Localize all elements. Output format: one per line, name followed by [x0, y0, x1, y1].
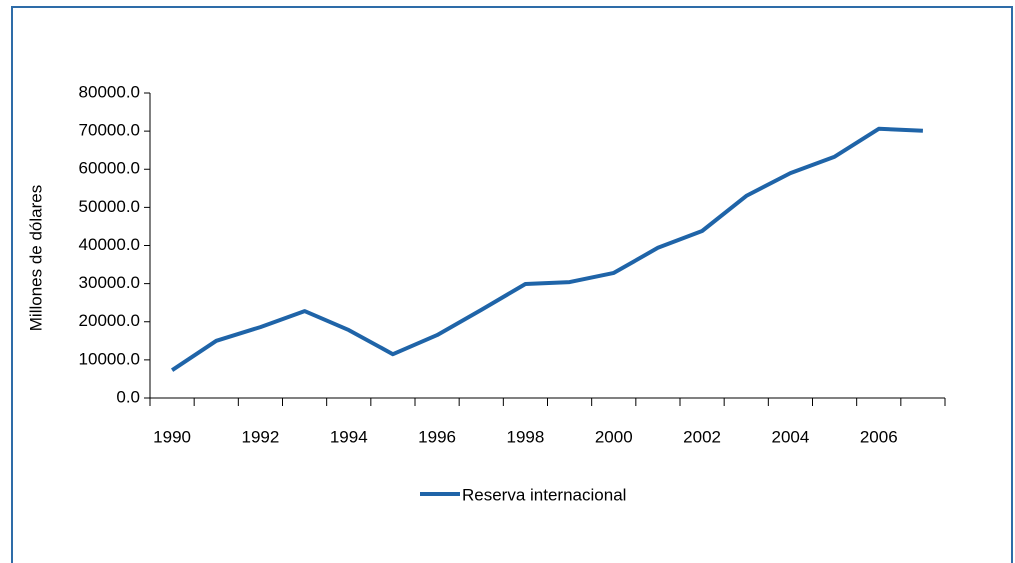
x-tick-label: 1992: [242, 427, 280, 446]
frame: [11, 6, 1013, 563]
x-tick-label: 1998: [507, 427, 545, 446]
y-tick-label: 80000.0: [79, 82, 140, 101]
y-tick-label: 30000.0: [79, 273, 140, 292]
x-tick-label: 1990: [153, 427, 191, 446]
x-tick-label: 2006: [860, 427, 898, 446]
y-axis-label: Millones de dólares: [26, 185, 45, 331]
y-tick-label: 50000.0: [79, 197, 140, 216]
x-tick-label: 1994: [330, 427, 368, 446]
legend-label: Reserva internacional: [462, 485, 626, 504]
y-tick-label: 40000.0: [79, 235, 140, 254]
y-tick-label: 0.0: [116, 387, 140, 406]
x-tick-label: 2000: [595, 427, 633, 446]
y-tick-label: 60000.0: [79, 159, 140, 178]
y-tick-label: 10000.0: [79, 349, 140, 368]
x-tick-label: 2002: [683, 427, 721, 446]
x-tick-label: 1996: [418, 427, 456, 446]
y-tick-label: 70000.0: [79, 121, 140, 140]
x-tick-label: 2004: [772, 427, 810, 446]
y-tick-label: 20000.0: [79, 311, 140, 330]
data-line: [170, 126, 923, 372]
